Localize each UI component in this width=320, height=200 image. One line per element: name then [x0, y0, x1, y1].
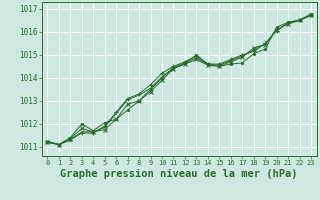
X-axis label: Graphe pression niveau de la mer (hPa): Graphe pression niveau de la mer (hPa)	[60, 169, 298, 179]
